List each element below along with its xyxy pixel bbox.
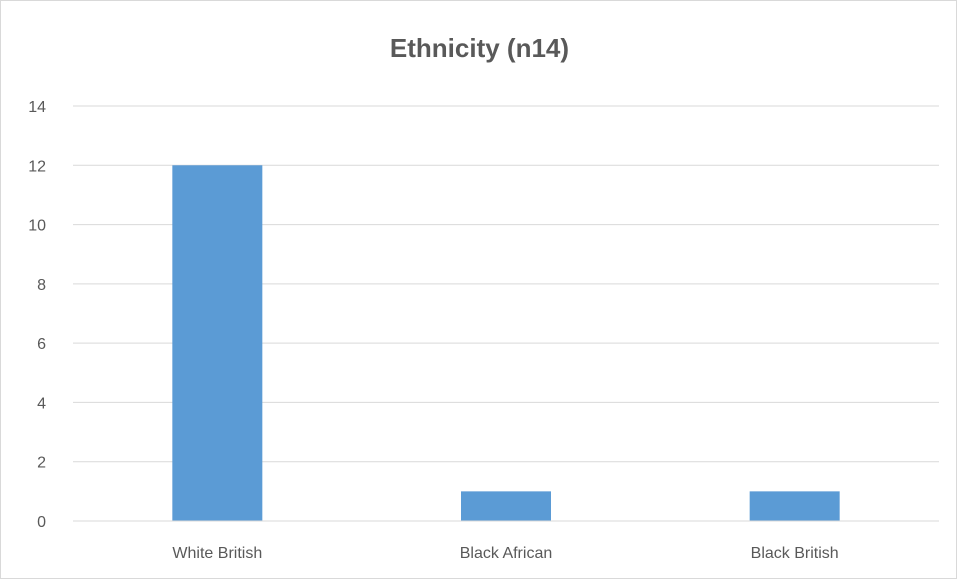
- y-tick-label-2: 2: [37, 455, 46, 472]
- chart-title: Ethnicity (n14): [389, 33, 570, 63]
- y-tick-label-6: 6: [37, 336, 46, 353]
- x-category-label: White British: [172, 545, 262, 562]
- x-category-label: Black African: [460, 545, 552, 562]
- y-axis-ticks: 0 2 4 6 8 10 12 14: [28, 99, 46, 531]
- y-tick-label-8: 8: [37, 277, 46, 294]
- y-tick-label-12: 12: [28, 158, 46, 175]
- bars: [172, 165, 840, 522]
- bar-white-british: [172, 165, 263, 522]
- bar-black-african: [461, 491, 551, 521]
- x-axis-categories: White British Black African Black British: [172, 545, 838, 562]
- y-tick-label-4: 4: [37, 395, 46, 412]
- y-tick-label-0: 0: [37, 514, 46, 531]
- bar-black-british: [749, 491, 840, 521]
- y-tick-label-10: 10: [28, 218, 46, 235]
- x-category-label: Black British: [751, 545, 839, 562]
- y-tick-label-14: 14: [28, 99, 46, 116]
